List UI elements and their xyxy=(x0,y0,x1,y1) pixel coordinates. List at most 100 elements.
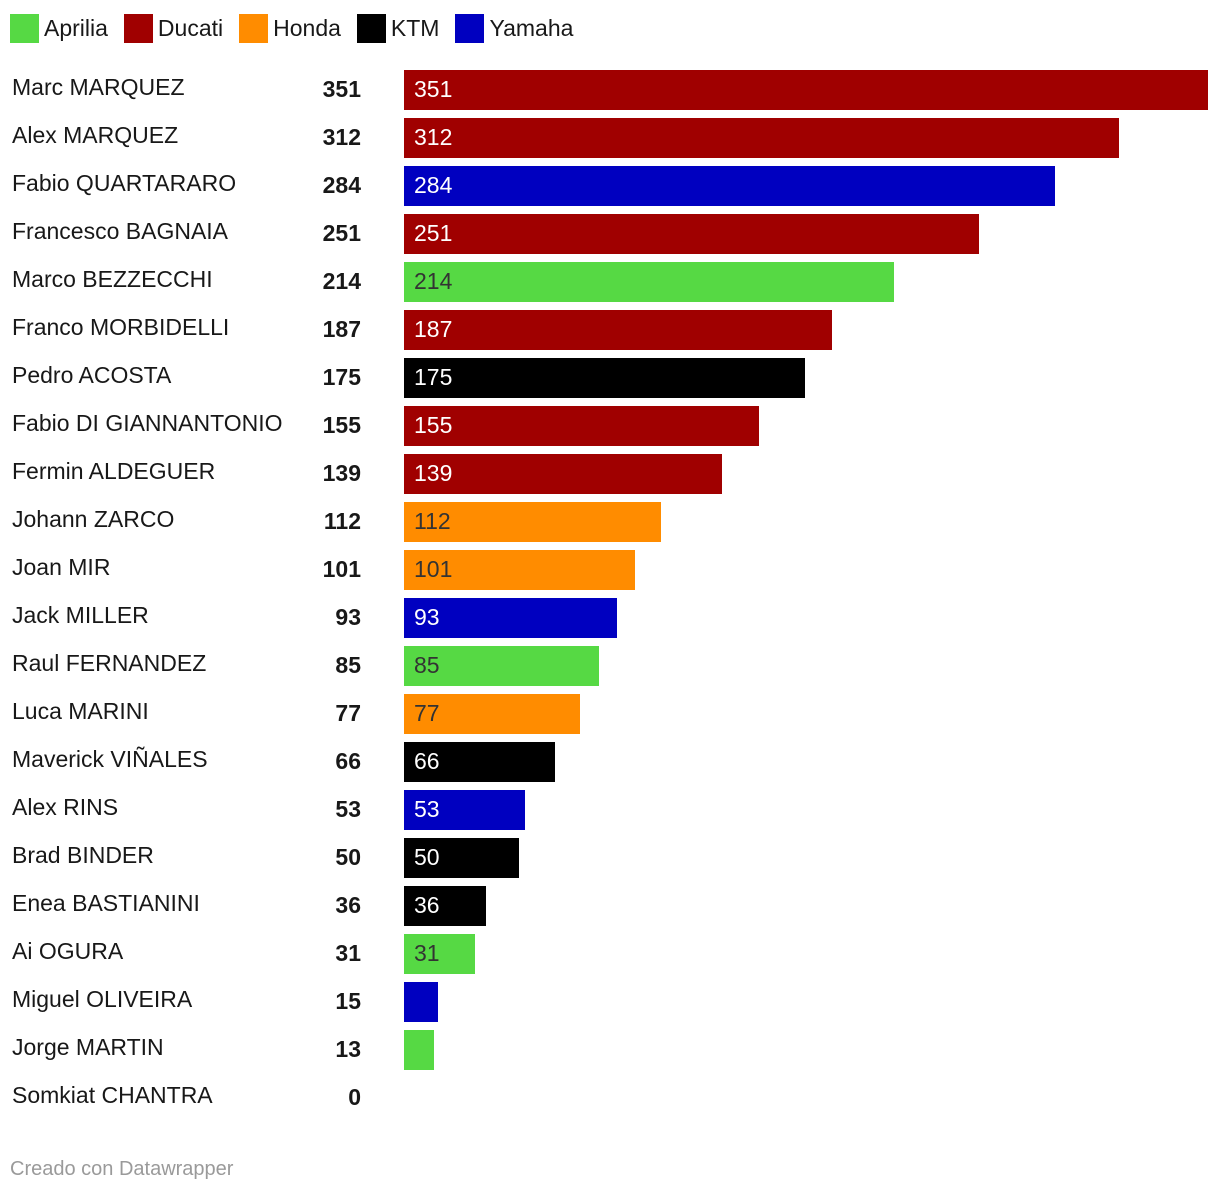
points-value: 93 xyxy=(335,604,361,630)
legend-item-honda: Honda xyxy=(239,13,341,43)
legend-label: Ducati xyxy=(157,14,224,41)
points-value: 284 xyxy=(323,172,362,198)
rider-name: Fermin ALDEGUER xyxy=(12,458,215,484)
rider-name: Raul FERNANDEZ xyxy=(12,650,206,676)
rider-name: Alex MARQUEZ xyxy=(12,122,178,148)
points-value: 251 xyxy=(323,220,362,246)
bar-data-label: 155 xyxy=(414,412,452,438)
bar-data-label: 175 xyxy=(414,364,452,390)
legend-label: Aprilia xyxy=(44,14,108,41)
rider-name: Enea BASTIANINI xyxy=(12,890,200,916)
credit-text: Creado con Datawrapper xyxy=(10,1158,234,1180)
bar-yamaha xyxy=(404,598,617,638)
rider-name: Maverick VIÑALES xyxy=(12,746,208,772)
legend-swatch xyxy=(239,13,269,43)
bar-chart: Marc MARQUEZ 351 351 Alex MARQUEZ 312 312 Fabi… xyxy=(12,70,1208,1110)
points-value: 36 xyxy=(335,892,361,918)
legend-label: Yamaha xyxy=(489,14,574,41)
points-value: 77 xyxy=(335,700,361,726)
bar-data-label: 53 xyxy=(414,796,440,822)
rider-name: Ai OGURA xyxy=(12,938,124,964)
bar-data-label: 101 xyxy=(414,556,452,582)
bar-ktm xyxy=(404,838,519,878)
bar-honda xyxy=(404,502,661,542)
bar-ducati xyxy=(404,118,1119,158)
bar-data-label: 312 xyxy=(414,124,452,150)
rider-name: Marc MARQUEZ xyxy=(12,74,185,100)
bar-data-label: 139 xyxy=(414,460,452,486)
rider-name: Joan MIR xyxy=(12,554,110,580)
bar-data-label: 77 xyxy=(414,700,440,726)
rider-name: Fabio DI GIANNANTONIO xyxy=(12,410,283,436)
points-value: 50 xyxy=(335,844,361,870)
bar-data-label: 187 xyxy=(414,316,452,342)
bar-ducati xyxy=(404,454,722,494)
bar-ktm xyxy=(404,742,555,782)
points-value: 351 xyxy=(323,76,362,102)
bar-ducati xyxy=(404,214,979,254)
bar-aprilia xyxy=(404,1030,434,1070)
bar-aprilia xyxy=(404,262,894,302)
rider-name: Pedro ACOSTA xyxy=(12,362,172,388)
legend-label: Honda xyxy=(273,14,341,41)
rider-name: Alex RINS xyxy=(12,794,118,820)
bar-honda xyxy=(404,550,635,590)
bar-aprilia xyxy=(404,934,475,974)
rider-name: Fabio QUARTARARO xyxy=(12,170,236,196)
points-value: 31 xyxy=(335,940,361,966)
points-value: 312 xyxy=(323,124,361,150)
bar-yamaha xyxy=(404,166,1055,206)
bar-data-label: 214 xyxy=(414,268,453,294)
rider-name: Miguel OLIVEIRA xyxy=(12,986,193,1012)
bar-ducati xyxy=(404,310,832,350)
points-value: 66 xyxy=(335,748,361,774)
legend-item-ducati: Ducati xyxy=(123,13,224,43)
rider-name: Jorge MARTIN xyxy=(12,1034,164,1060)
bar-data-label: 284 xyxy=(414,172,453,198)
points-value: 15 xyxy=(335,988,361,1014)
bar-ktm xyxy=(404,358,805,398)
bar-data-label: 50 xyxy=(414,844,440,870)
rider-name: Jack MILLER xyxy=(12,602,149,628)
rider-name: Francesco BAGNAIA xyxy=(12,218,229,244)
points-value: 175 xyxy=(323,364,362,390)
points-value: 139 xyxy=(323,460,361,486)
points-value: 187 xyxy=(323,316,361,342)
points-value: 155 xyxy=(323,412,362,438)
bar-data-label: 93 xyxy=(414,604,440,630)
bar-ktm xyxy=(404,886,486,926)
bar-data-label: 112 xyxy=(414,508,451,534)
rider-name: Franco MORBIDELLI xyxy=(12,314,229,340)
rider-name: Luca MARINI xyxy=(12,698,149,724)
bar-data-label: 66 xyxy=(414,748,440,774)
legend-label: KTM xyxy=(390,14,440,41)
legend-swatch xyxy=(123,13,153,43)
rider-name: Johann ZARCO xyxy=(12,506,174,532)
bar-ducati xyxy=(404,70,1208,110)
bar-data-label: 36 xyxy=(414,892,440,918)
points-value: 112 xyxy=(324,508,361,534)
legend-item-ktm: KTM xyxy=(356,13,440,43)
points-value: 101 xyxy=(323,556,362,582)
rider-name: Somkiat CHANTRA xyxy=(12,1082,213,1108)
legend-swatch xyxy=(455,13,485,43)
bar-yamaha xyxy=(404,982,438,1022)
legend-swatch xyxy=(356,13,386,43)
bar-yamaha xyxy=(404,790,525,830)
legend-item-aprilia: Aprilia xyxy=(10,13,108,43)
bar-honda xyxy=(404,694,580,734)
bar-data-label: 251 xyxy=(414,220,452,246)
bar-data-label: 351 xyxy=(414,76,452,102)
points-value: 85 xyxy=(335,652,361,678)
chart-legend: Aprilia Ducati Honda KTM Yamaha xyxy=(10,12,589,44)
points-value: 214 xyxy=(323,268,362,294)
bar-data-label: 85 xyxy=(414,652,440,678)
points-value: 53 xyxy=(335,796,361,822)
legend-swatch xyxy=(10,13,39,43)
points-value: 13 xyxy=(335,1036,361,1062)
rider-name: Marco BEZZECCHI xyxy=(12,266,213,292)
bar-ducati xyxy=(404,406,759,446)
bar-data-label: 31 xyxy=(414,940,440,966)
bar-aprilia xyxy=(404,646,599,686)
points-value: 0 xyxy=(348,1084,361,1110)
